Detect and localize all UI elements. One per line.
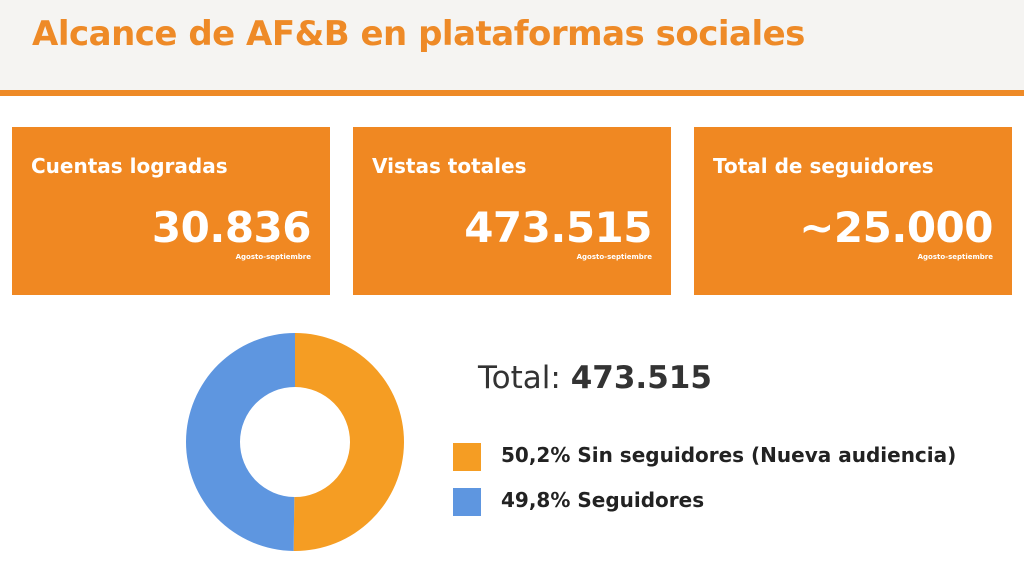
total-label: Total: [478,360,561,396]
legend-label: 50,2% Sin seguidores (Nueva audiencia) [501,443,957,467]
header-divider [0,90,1024,96]
card-cuentas-logradas: Cuentas logradas 30.836 Agosto-septiembr… [12,127,330,295]
card-value: 30.836 [151,203,312,252]
card-period: Agosto-septiembre [235,253,311,261]
donut-slice-0 [293,333,405,551]
page-title: Alcance de AF&B en plataformas sociales [32,14,805,54]
legend-label: 49,8% Seguidores [501,488,705,512]
card-title: Vistas totales [372,154,527,178]
card-value: ~25.000 [799,203,993,252]
card-period: Agosto-septiembre [917,253,993,261]
total-value: 473.515 [570,360,712,396]
card-vistas-totales: Vistas totales 473.515 Agosto-septiembre [353,127,671,295]
card-period: Agosto-septiembre [576,253,652,261]
total-readout: Total: 473.515 [478,360,712,396]
donut-chart [186,333,405,551]
donut-slice-1 [186,333,295,551]
card-title: Cuentas logradas [31,154,228,178]
card-value: 473.515 [464,203,652,252]
legend-swatch [453,443,481,471]
header-bar: Alcance de AF&B en plataformas sociales [0,0,1024,92]
legend-swatch [453,488,481,516]
card-title: Total de seguidores [713,154,934,178]
card-total-seguidores: Total de seguidores ~25.000 Agosto-septi… [694,127,1012,295]
